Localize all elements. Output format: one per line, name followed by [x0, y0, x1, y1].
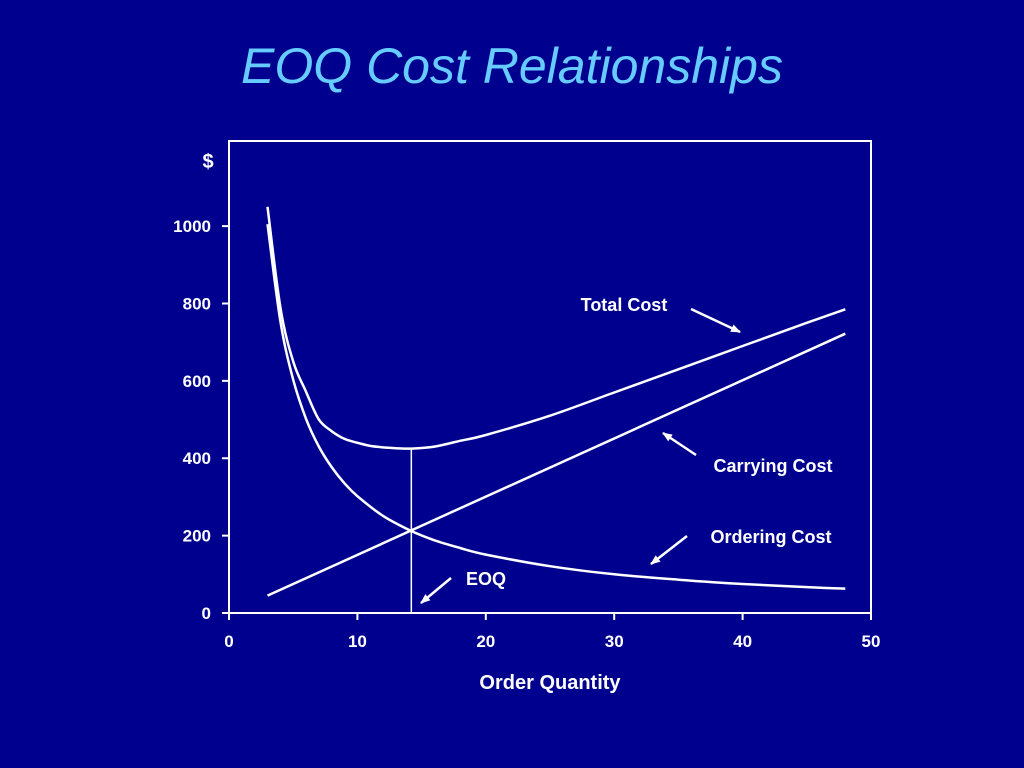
ordering-cost-arrow: [650, 535, 688, 565]
y-tick-label: 800: [183, 294, 211, 313]
plot-frame: [228, 140, 872, 614]
slide-title: EOQ Cost Relationships: [241, 38, 783, 94]
eoq-label: EOQ: [466, 569, 506, 589]
x-tick-label: 50: [862, 632, 881, 651]
carrying-cost-line: [266, 332, 846, 597]
carrying-cost-label: Carrying Cost: [713, 456, 832, 476]
total-cost-arrow: [690, 307, 741, 334]
ordering-cost-curve: [266, 224, 846, 590]
x-tick-label: 0: [224, 632, 233, 651]
x-axis: 0 10 20 30 40 50: [224, 613, 880, 651]
y-tick-label: 0: [202, 604, 211, 623]
y-axis-label: $: [202, 151, 213, 173]
x-tick-label: 30: [605, 632, 624, 651]
y-tick-label: 600: [183, 372, 211, 391]
total-cost-curve: [266, 206, 846, 450]
x-axis-label: Order Quantity: [479, 672, 621, 694]
y-tick-label: 200: [183, 527, 211, 546]
series-layer: [266, 206, 846, 597]
x-tick-label: 20: [476, 632, 495, 651]
carrying-cost-arrow: [662, 431, 697, 457]
ordering-cost-label: Ordering Cost: [710, 527, 831, 547]
total-cost-label: Total Cost: [581, 295, 668, 315]
x-tick-label: 10: [348, 632, 367, 651]
x-tick-label: 40: [733, 632, 752, 651]
y-tick-label: 400: [183, 449, 211, 468]
y-axis: 0 200 400 600 800 1000: [173, 217, 229, 623]
eoq-arrow: [420, 577, 452, 604]
y-tick-label: 1000: [173, 217, 211, 236]
